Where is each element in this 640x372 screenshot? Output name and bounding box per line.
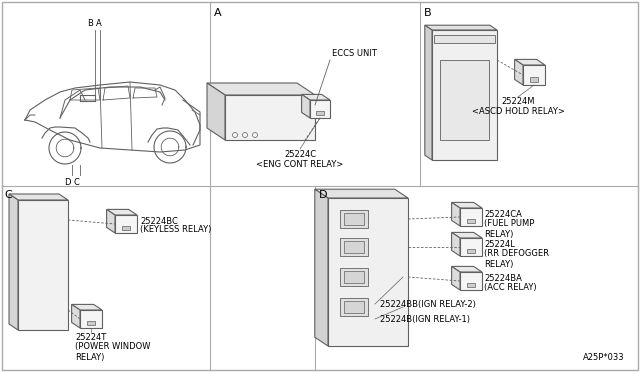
Bar	[344, 213, 364, 225]
Bar	[344, 241, 364, 253]
Bar	[340, 298, 368, 316]
Bar	[310, 100, 330, 118]
Bar	[122, 226, 131, 230]
Bar	[115, 215, 137, 233]
Text: B: B	[424, 8, 431, 18]
Text: 25224B(IGN RELAY-1): 25224B(IGN RELAY-1)	[380, 315, 470, 324]
Polygon shape	[301, 94, 310, 118]
Polygon shape	[452, 232, 460, 256]
Polygon shape	[207, 83, 315, 95]
Bar	[432, 30, 497, 160]
Text: 25224L: 25224L	[484, 240, 515, 249]
Text: 25224C: 25224C	[284, 150, 316, 159]
Text: B: B	[87, 19, 93, 28]
Bar	[440, 60, 489, 140]
Polygon shape	[452, 232, 482, 238]
Polygon shape	[425, 25, 432, 160]
Polygon shape	[207, 83, 225, 140]
Text: D: D	[64, 178, 70, 187]
Polygon shape	[452, 202, 460, 226]
Bar	[316, 111, 324, 115]
Bar	[434, 35, 495, 43]
Text: (RR DEFOGGER
RELAY): (RR DEFOGGER RELAY)	[484, 249, 549, 269]
Text: (ACC RELAY): (ACC RELAY)	[484, 283, 536, 292]
Polygon shape	[72, 304, 80, 328]
Bar	[460, 238, 482, 256]
Polygon shape	[107, 209, 115, 233]
Polygon shape	[315, 189, 328, 346]
Text: 25224T: 25224T	[75, 333, 106, 342]
Bar	[460, 208, 482, 226]
Polygon shape	[452, 266, 460, 290]
Text: A: A	[96, 19, 102, 28]
Bar	[467, 219, 476, 223]
Bar	[86, 321, 95, 325]
Polygon shape	[452, 202, 482, 208]
Bar	[340, 268, 368, 286]
Polygon shape	[515, 60, 545, 65]
Polygon shape	[301, 94, 330, 100]
Polygon shape	[9, 194, 18, 330]
Text: 25224CA: 25224CA	[484, 210, 522, 219]
Text: (POWER WINDOW
RELAY): (POWER WINDOW RELAY)	[75, 342, 150, 362]
Text: 25224BC: 25224BC	[140, 217, 178, 226]
Bar	[523, 65, 545, 85]
Text: (KEYLESS RELAY): (KEYLESS RELAY)	[140, 225, 211, 234]
Bar	[328, 198, 408, 346]
Text: <ASCD HOLD RELAY>: <ASCD HOLD RELAY>	[472, 107, 564, 116]
Text: ECCS UNIT: ECCS UNIT	[332, 49, 377, 58]
Text: D: D	[319, 190, 328, 200]
Text: <ENG CONT RELAY>: <ENG CONT RELAY>	[256, 160, 344, 169]
Text: A25P*033: A25P*033	[584, 353, 625, 362]
Polygon shape	[107, 209, 137, 215]
Text: C: C	[74, 178, 80, 187]
Polygon shape	[9, 194, 68, 200]
Polygon shape	[425, 25, 497, 30]
Bar	[530, 77, 538, 82]
Bar	[80, 310, 102, 328]
Polygon shape	[315, 189, 408, 198]
Text: A: A	[214, 8, 221, 18]
Polygon shape	[72, 304, 102, 310]
Text: 25224BA: 25224BA	[484, 274, 522, 283]
Bar	[225, 95, 315, 140]
Bar	[344, 271, 364, 283]
Bar	[340, 238, 368, 256]
Bar	[340, 210, 368, 228]
Bar	[467, 249, 476, 253]
Bar	[18, 200, 68, 330]
Text: (FUEL PUMP
RELAY): (FUEL PUMP RELAY)	[484, 219, 534, 239]
Bar	[467, 283, 476, 287]
Text: C: C	[4, 190, 12, 200]
Polygon shape	[515, 60, 523, 85]
Bar	[460, 272, 482, 290]
Polygon shape	[452, 266, 482, 272]
Text: 25224M: 25224M	[501, 97, 535, 106]
Text: 25224BB(IGN RELAY-2): 25224BB(IGN RELAY-2)	[380, 300, 476, 309]
Bar	[344, 301, 364, 313]
